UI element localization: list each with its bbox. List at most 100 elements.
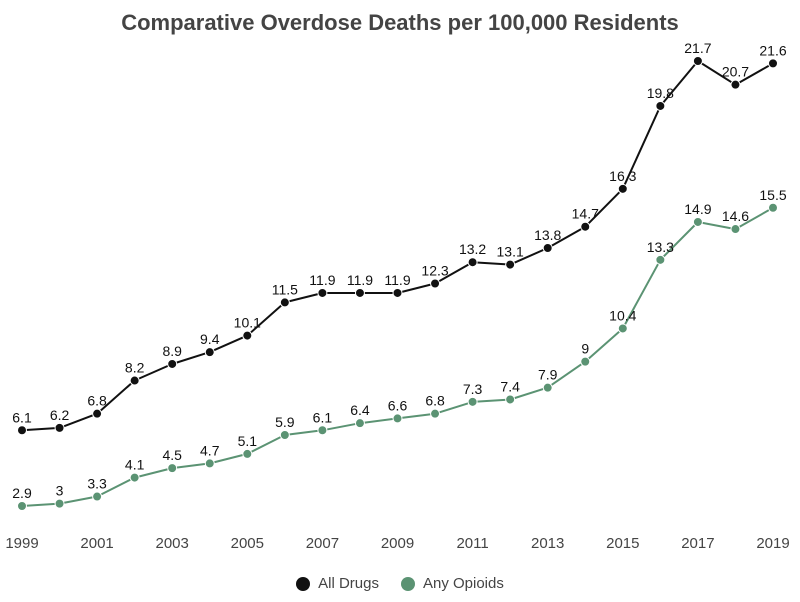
data-label-any-opioids: 4.1 — [125, 457, 145, 473]
data-point-any-opioids — [505, 394, 516, 405]
data-point-all-drugs — [655, 100, 666, 111]
data-label-all-drugs: 20.7 — [722, 64, 749, 80]
data-point-any-opioids — [467, 396, 478, 407]
legend-label-any-opioids: Any Opioids — [422, 575, 504, 592]
data-point-any-opioids — [129, 472, 140, 483]
data-point-any-opioids — [92, 491, 103, 502]
legend-swatch-any-opioids — [400, 576, 415, 591]
data-label-any-opioids: 7.4 — [500, 378, 520, 394]
data-point-any-opioids — [580, 356, 591, 367]
data-point-all-drugs — [242, 330, 253, 341]
data-label-all-drugs: 13.1 — [497, 244, 524, 260]
data-label-any-opioids: 3.3 — [87, 476, 107, 492]
data-point-any-opioids — [768, 202, 778, 213]
data-label-all-drugs: 13.8 — [534, 227, 561, 243]
data-label-any-opioids: 13.3 — [647, 239, 674, 255]
data-point-any-opioids — [317, 425, 328, 436]
data-label-all-drugs: 14.7 — [572, 206, 599, 222]
data-point-all-drugs — [204, 347, 215, 358]
data-point-any-opioids — [730, 224, 741, 235]
data-label-any-opioids: 4.5 — [162, 447, 182, 463]
data-label-any-opioids: 4.7 — [200, 442, 220, 458]
data-point-any-opioids — [279, 429, 290, 440]
data-label-all-drugs: 11.9 — [347, 272, 373, 288]
data-point-all-drugs — [768, 58, 778, 69]
data-label-any-opioids: 6.4 — [350, 402, 370, 418]
data-label-all-drugs: 8.2 — [125, 360, 145, 376]
data-label-any-opioids: 9 — [581, 341, 589, 357]
data-point-any-opioids — [354, 418, 365, 429]
data-label-any-opioids: 6.1 — [313, 409, 333, 425]
data-label-all-drugs: 6.2 — [50, 407, 70, 423]
data-label-any-opioids: 7.3 — [463, 381, 483, 397]
data-label-any-opioids: 5.1 — [238, 433, 258, 449]
data-label-all-drugs: 11.9 — [309, 272, 335, 288]
data-point-all-drugs — [54, 422, 65, 433]
x-tick-label: 2001 — [80, 535, 113, 552]
data-point-all-drugs — [354, 287, 365, 298]
data-point-any-opioids — [242, 448, 253, 459]
data-label-any-opioids: 10.4 — [609, 307, 636, 323]
data-point-any-opioids — [167, 463, 178, 474]
data-point-all-drugs — [279, 297, 290, 308]
data-point-any-opioids — [692, 216, 703, 227]
data-label-all-drugs: 12.3 — [421, 263, 448, 279]
x-tick-label: 1999 — [5, 535, 38, 552]
data-label-all-drugs: 8.9 — [162, 343, 182, 359]
x-tick-label: 2003 — [156, 535, 189, 552]
data-point-all-drugs — [430, 278, 441, 289]
data-point-all-drugs — [167, 358, 178, 369]
data-label-all-drugs: 16.3 — [609, 168, 636, 184]
data-point-all-drugs — [129, 375, 140, 386]
data-point-any-opioids — [17, 501, 27, 511]
chart-title: Comparative Overdose Deaths per 100,000 … — [121, 10, 679, 35]
data-label-any-opioids: 6.6 — [388, 397, 408, 413]
data-point-all-drugs — [17, 425, 27, 436]
x-tick-label: 2019 — [756, 535, 789, 552]
data-point-any-opioids — [430, 408, 441, 419]
legend-label-all-drugs: All Drugs — [318, 575, 379, 592]
data-point-all-drugs — [92, 408, 103, 419]
data-label-any-opioids: 6.8 — [425, 393, 445, 409]
x-tick-label: 2011 — [456, 535, 488, 552]
data-point-any-opioids — [655, 254, 666, 265]
data-label-all-drugs: 9.4 — [200, 331, 220, 347]
legend-item-all-drugs[interactable]: All Drugs — [296, 575, 379, 592]
x-tick-label: 2017 — [681, 535, 714, 552]
data-label-all-drugs: 6.1 — [12, 409, 32, 425]
x-tick-label: 2007 — [306, 535, 339, 552]
data-label-any-opioids: 2.9 — [12, 485, 32, 501]
data-label-all-drugs: 6.8 — [87, 393, 107, 409]
data-label-any-opioids: 7.9 — [538, 367, 558, 383]
data-point-all-drugs — [542, 242, 553, 253]
data-point-all-drugs — [392, 287, 403, 298]
data-label-all-drugs: 13.2 — [459, 241, 486, 257]
legend-item-any-opioids[interactable]: Any Opioids — [400, 575, 504, 592]
data-point-all-drugs — [467, 257, 478, 268]
data-label-any-opioids: 14.6 — [722, 208, 749, 224]
data-label-all-drugs: 11.5 — [272, 281, 298, 297]
data-point-any-opioids — [204, 458, 215, 469]
data-label-all-drugs: 11.9 — [384, 272, 410, 288]
data-point-any-opioids — [54, 498, 65, 509]
x-tick-label: 2009 — [381, 535, 414, 552]
data-point-all-drugs — [692, 56, 703, 66]
data-point-all-drugs — [617, 183, 628, 194]
x-tick-label: 2015 — [606, 535, 639, 552]
data-label-any-opioids: 3 — [56, 483, 64, 499]
data-label-any-opioids: 14.9 — [684, 201, 711, 217]
data-point-any-opioids — [392, 413, 403, 424]
data-label-all-drugs: 10.1 — [234, 315, 261, 331]
data-label-any-opioids: 5.9 — [275, 414, 295, 430]
x-tick-label: 2005 — [231, 535, 264, 552]
data-label-all-drugs: 19.8 — [647, 85, 674, 101]
data-point-all-drugs — [730, 79, 741, 90]
data-label-all-drugs: 21.7 — [684, 40, 711, 56]
legend-swatch-all-drugs — [296, 576, 311, 591]
data-point-all-drugs — [317, 287, 328, 298]
data-label-any-opioids: 15.5 — [759, 187, 786, 203]
data-point-all-drugs — [580, 221, 591, 232]
data-point-all-drugs — [505, 259, 516, 270]
data-label-all-drugs: 21.6 — [759, 42, 786, 58]
